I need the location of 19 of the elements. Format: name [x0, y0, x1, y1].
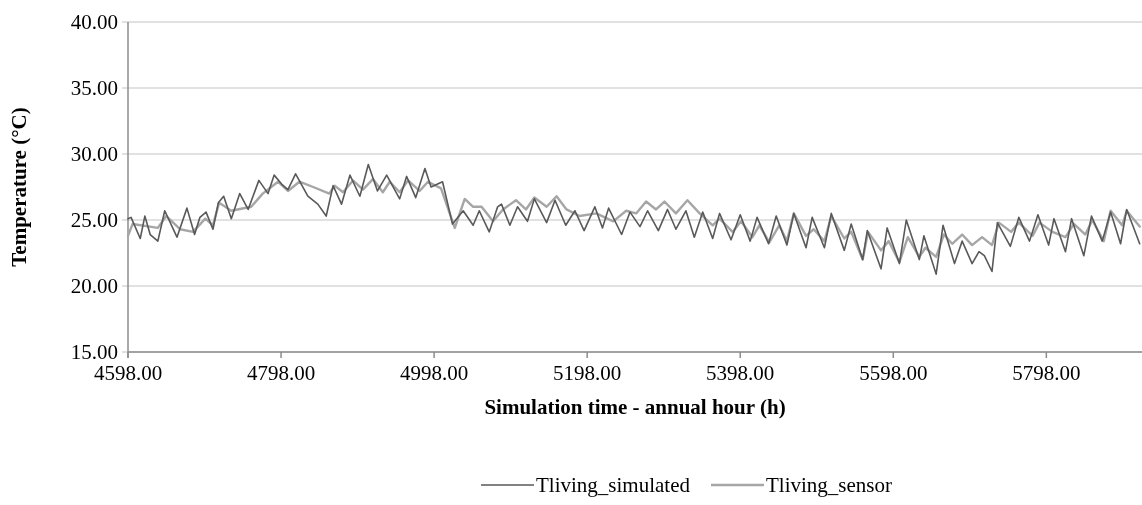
- x-tick-label: 5398.00: [706, 361, 775, 385]
- y-tick-label: 20.00: [70, 274, 118, 298]
- legend-label: Tliving_simulated: [536, 473, 691, 497]
- x-tick-label: 4998.00: [399, 361, 469, 385]
- x-axis-title: Simulation time - annual hour (h): [484, 395, 786, 419]
- x-tick-label: 5598.00: [859, 361, 928, 385]
- y-tick-label: 15.00: [70, 340, 118, 364]
- y-tick-label: 30.00: [70, 142, 118, 166]
- x-tick-label: 5198.00: [553, 361, 622, 385]
- y-axis-title: Temperature (°C): [7, 107, 31, 267]
- x-tick-label: 4798.00: [246, 361, 316, 385]
- x-tick-label: 4598.00: [93, 361, 163, 385]
- x-tick-label: 5798.00: [1012, 361, 1081, 385]
- line-series: [126, 177, 1141, 264]
- legend-label: Tliving_sensor: [766, 473, 892, 497]
- line-series: [127, 163, 1141, 275]
- y-tick-label: 40.00: [70, 10, 118, 34]
- y-tick-label: 35.00: [70, 76, 118, 100]
- y-tick-label: 25.00: [70, 208, 118, 232]
